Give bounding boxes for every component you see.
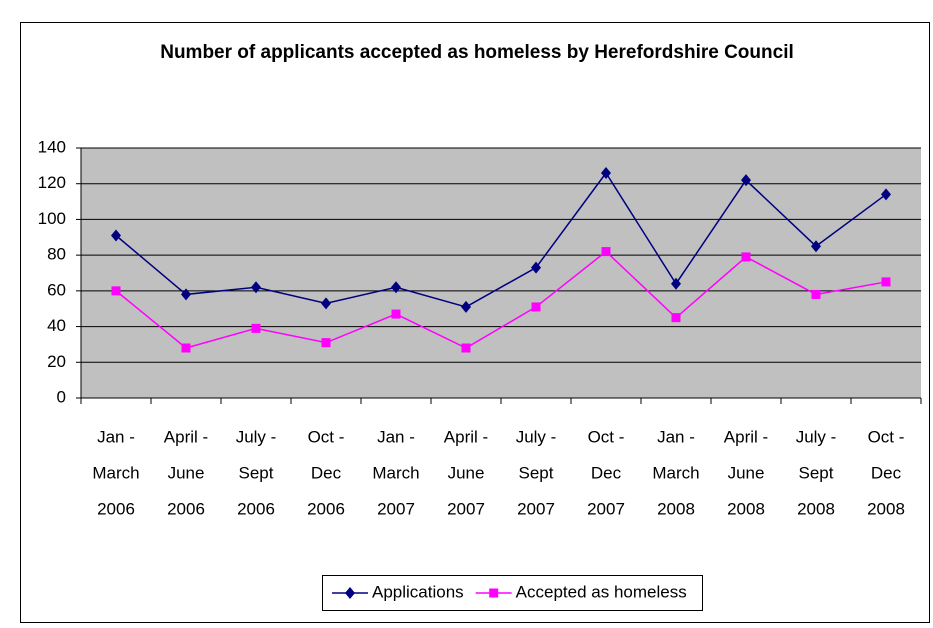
marker <box>741 174 751 187</box>
marker <box>671 277 681 290</box>
marker <box>181 343 191 353</box>
x-tick-label: March <box>652 463 699 482</box>
x-tick-label: 2008 <box>867 499 905 518</box>
marker <box>531 261 541 274</box>
marker <box>671 313 681 323</box>
x-tick-label: Oct - <box>588 427 625 446</box>
legend-label: Accepted as homeless <box>516 582 687 601</box>
marker <box>345 587 355 599</box>
x-tick-label: 2007 <box>517 499 555 518</box>
marker <box>251 281 261 294</box>
y-tick-label: 100 <box>38 209 66 228</box>
x-tick-label: March <box>372 463 419 482</box>
series-line <box>115 250 887 349</box>
x-tick-label: Sept <box>239 463 274 482</box>
marker <box>489 588 499 598</box>
x-tick-label: 2008 <box>727 499 765 518</box>
x-tick-label: June <box>448 463 485 482</box>
x-tick-label: Oct - <box>308 427 345 446</box>
y-tick-label: 20 <box>47 352 66 371</box>
x-tick-label: June <box>168 463 205 482</box>
x-tick-label: Jan - <box>657 427 695 446</box>
marker <box>461 343 471 353</box>
chart-title: Number of applicants accepted as homeles… <box>160 42 794 63</box>
x-tick-label: 2007 <box>377 499 415 518</box>
marker <box>531 302 541 312</box>
marker <box>251 323 261 333</box>
x-tick-label: Dec <box>311 463 342 482</box>
plot-area <box>81 148 921 398</box>
marker <box>881 277 891 287</box>
x-tick-label: March <box>92 463 139 482</box>
marker <box>391 281 401 294</box>
legend-box <box>322 575 703 611</box>
marker <box>811 240 821 253</box>
x-tick-label: 2006 <box>97 499 135 518</box>
marker <box>391 309 401 319</box>
y-tick-label: 140 <box>38 137 66 156</box>
x-tick-label: Sept <box>799 463 834 482</box>
marker <box>111 229 121 242</box>
y-tick-label: 40 <box>47 316 66 335</box>
x-tick-label: Oct - <box>868 427 905 446</box>
x-tick-label: June <box>728 463 765 482</box>
y-tick-label: 0 <box>57 387 66 406</box>
x-tick-label: 2006 <box>167 499 205 518</box>
marker <box>321 297 331 310</box>
x-tick-label: 2008 <box>797 499 835 518</box>
x-tick-label: July - <box>236 427 277 446</box>
series-line <box>115 171 887 308</box>
marker <box>881 188 891 201</box>
x-tick-label: Dec <box>591 463 622 482</box>
x-tick-label: 2006 <box>307 499 345 518</box>
x-tick-label: July - <box>516 427 557 446</box>
marker <box>181 288 191 301</box>
marker <box>811 289 821 299</box>
x-tick-label: April - <box>164 427 208 446</box>
x-tick-label: Dec <box>871 463 902 482</box>
legend-label: Applications <box>372 582 464 601</box>
marker <box>741 252 751 262</box>
x-tick-label: Jan - <box>97 427 135 446</box>
x-tick-label: Jan - <box>377 427 415 446</box>
marker <box>321 338 331 348</box>
marker <box>461 300 471 313</box>
x-tick-label: April - <box>724 427 768 446</box>
y-tick-label: 120 <box>38 173 66 192</box>
x-tick-label: 2007 <box>587 499 625 518</box>
x-tick-label: 2006 <box>237 499 275 518</box>
x-tick-label: 2008 <box>657 499 695 518</box>
x-tick-label: April - <box>444 427 488 446</box>
y-tick-label: 80 <box>47 245 66 264</box>
y-tick-label: 60 <box>47 280 66 299</box>
x-tick-label: Sept <box>519 463 554 482</box>
marker <box>601 167 611 179</box>
marker <box>111 286 121 296</box>
x-tick-label: July - <box>796 427 837 446</box>
x-tick-label: 2007 <box>447 499 485 518</box>
marker <box>601 247 611 257</box>
